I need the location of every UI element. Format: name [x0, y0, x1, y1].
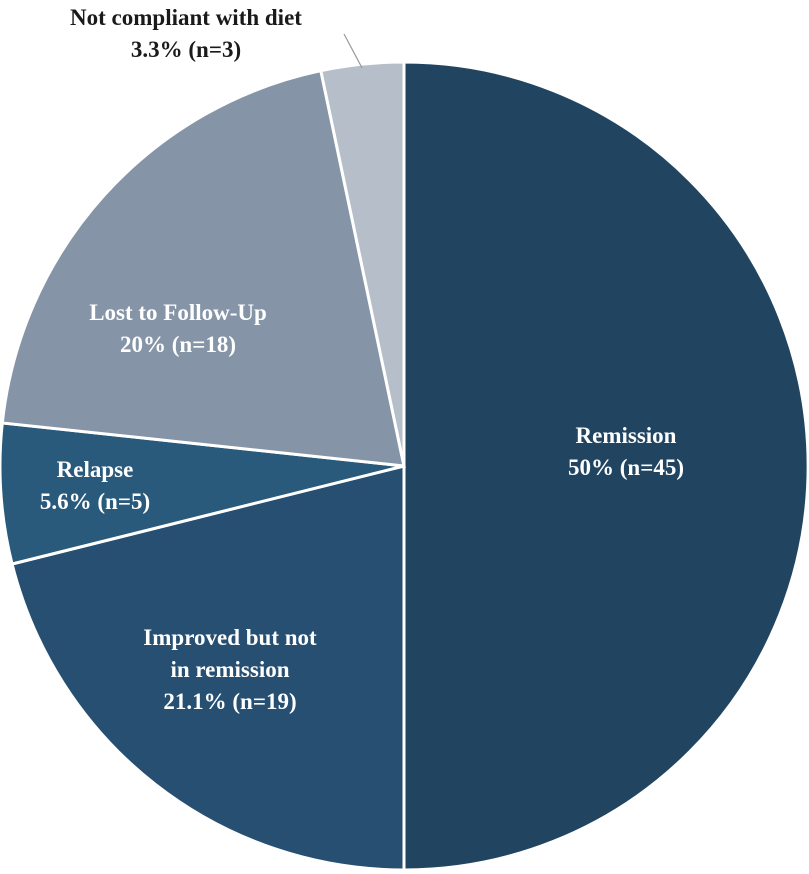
pie-slice-improved-but-not-in-remission: [10, 464, 406, 872]
slice-label-line: in remission: [170, 657, 289, 682]
slice-label-not-compliant-with-diet: Not compliant with diet 3.3% (n=3): [70, 5, 302, 62]
slice-label-line: 5.6% (n=5): [40, 489, 150, 514]
slice-label-line: Lost to Follow-Up: [89, 300, 267, 325]
slice-label-remission: Remission 50% (n=45): [568, 423, 684, 480]
pie-slice-not-compliant-with-diet: [319, 60, 406, 467]
slice-label-relapse: Relapse 5.6% (n=5): [40, 457, 150, 514]
pie-slices: [0, 60, 809, 872]
pie-labels: Remission 50% (n=45) Improved but not in re…: [40, 5, 684, 714]
slice-label-improved-but-not-in-remission: Improved but not in remission 21.1% (n=19): [143, 625, 317, 714]
pie-slice-remission: [402, 60, 809, 872]
slice-label-line: Remission: [576, 423, 677, 448]
pie-slice-relapse: [0, 421, 405, 566]
slice-label-line: Improved but not: [143, 625, 317, 650]
slice-label-line: Relapse: [57, 457, 134, 482]
slice-label-line: 50% (n=45): [568, 455, 684, 480]
slice-label-line: 20% (n=18): [120, 332, 236, 357]
leader-line-not-compliant: [343, 33, 363, 69]
slice-label-line: Not compliant with diet: [70, 5, 302, 30]
pie-slice-lost-to-follow-up: [0, 68, 406, 468]
slice-label-line: 3.3% (n=3): [131, 37, 241, 62]
slice-label-line: 21.1% (n=19): [163, 689, 296, 714]
slice-label-lost-to-follow-up: Lost to Follow-Up 20% (n=18): [89, 300, 267, 357]
